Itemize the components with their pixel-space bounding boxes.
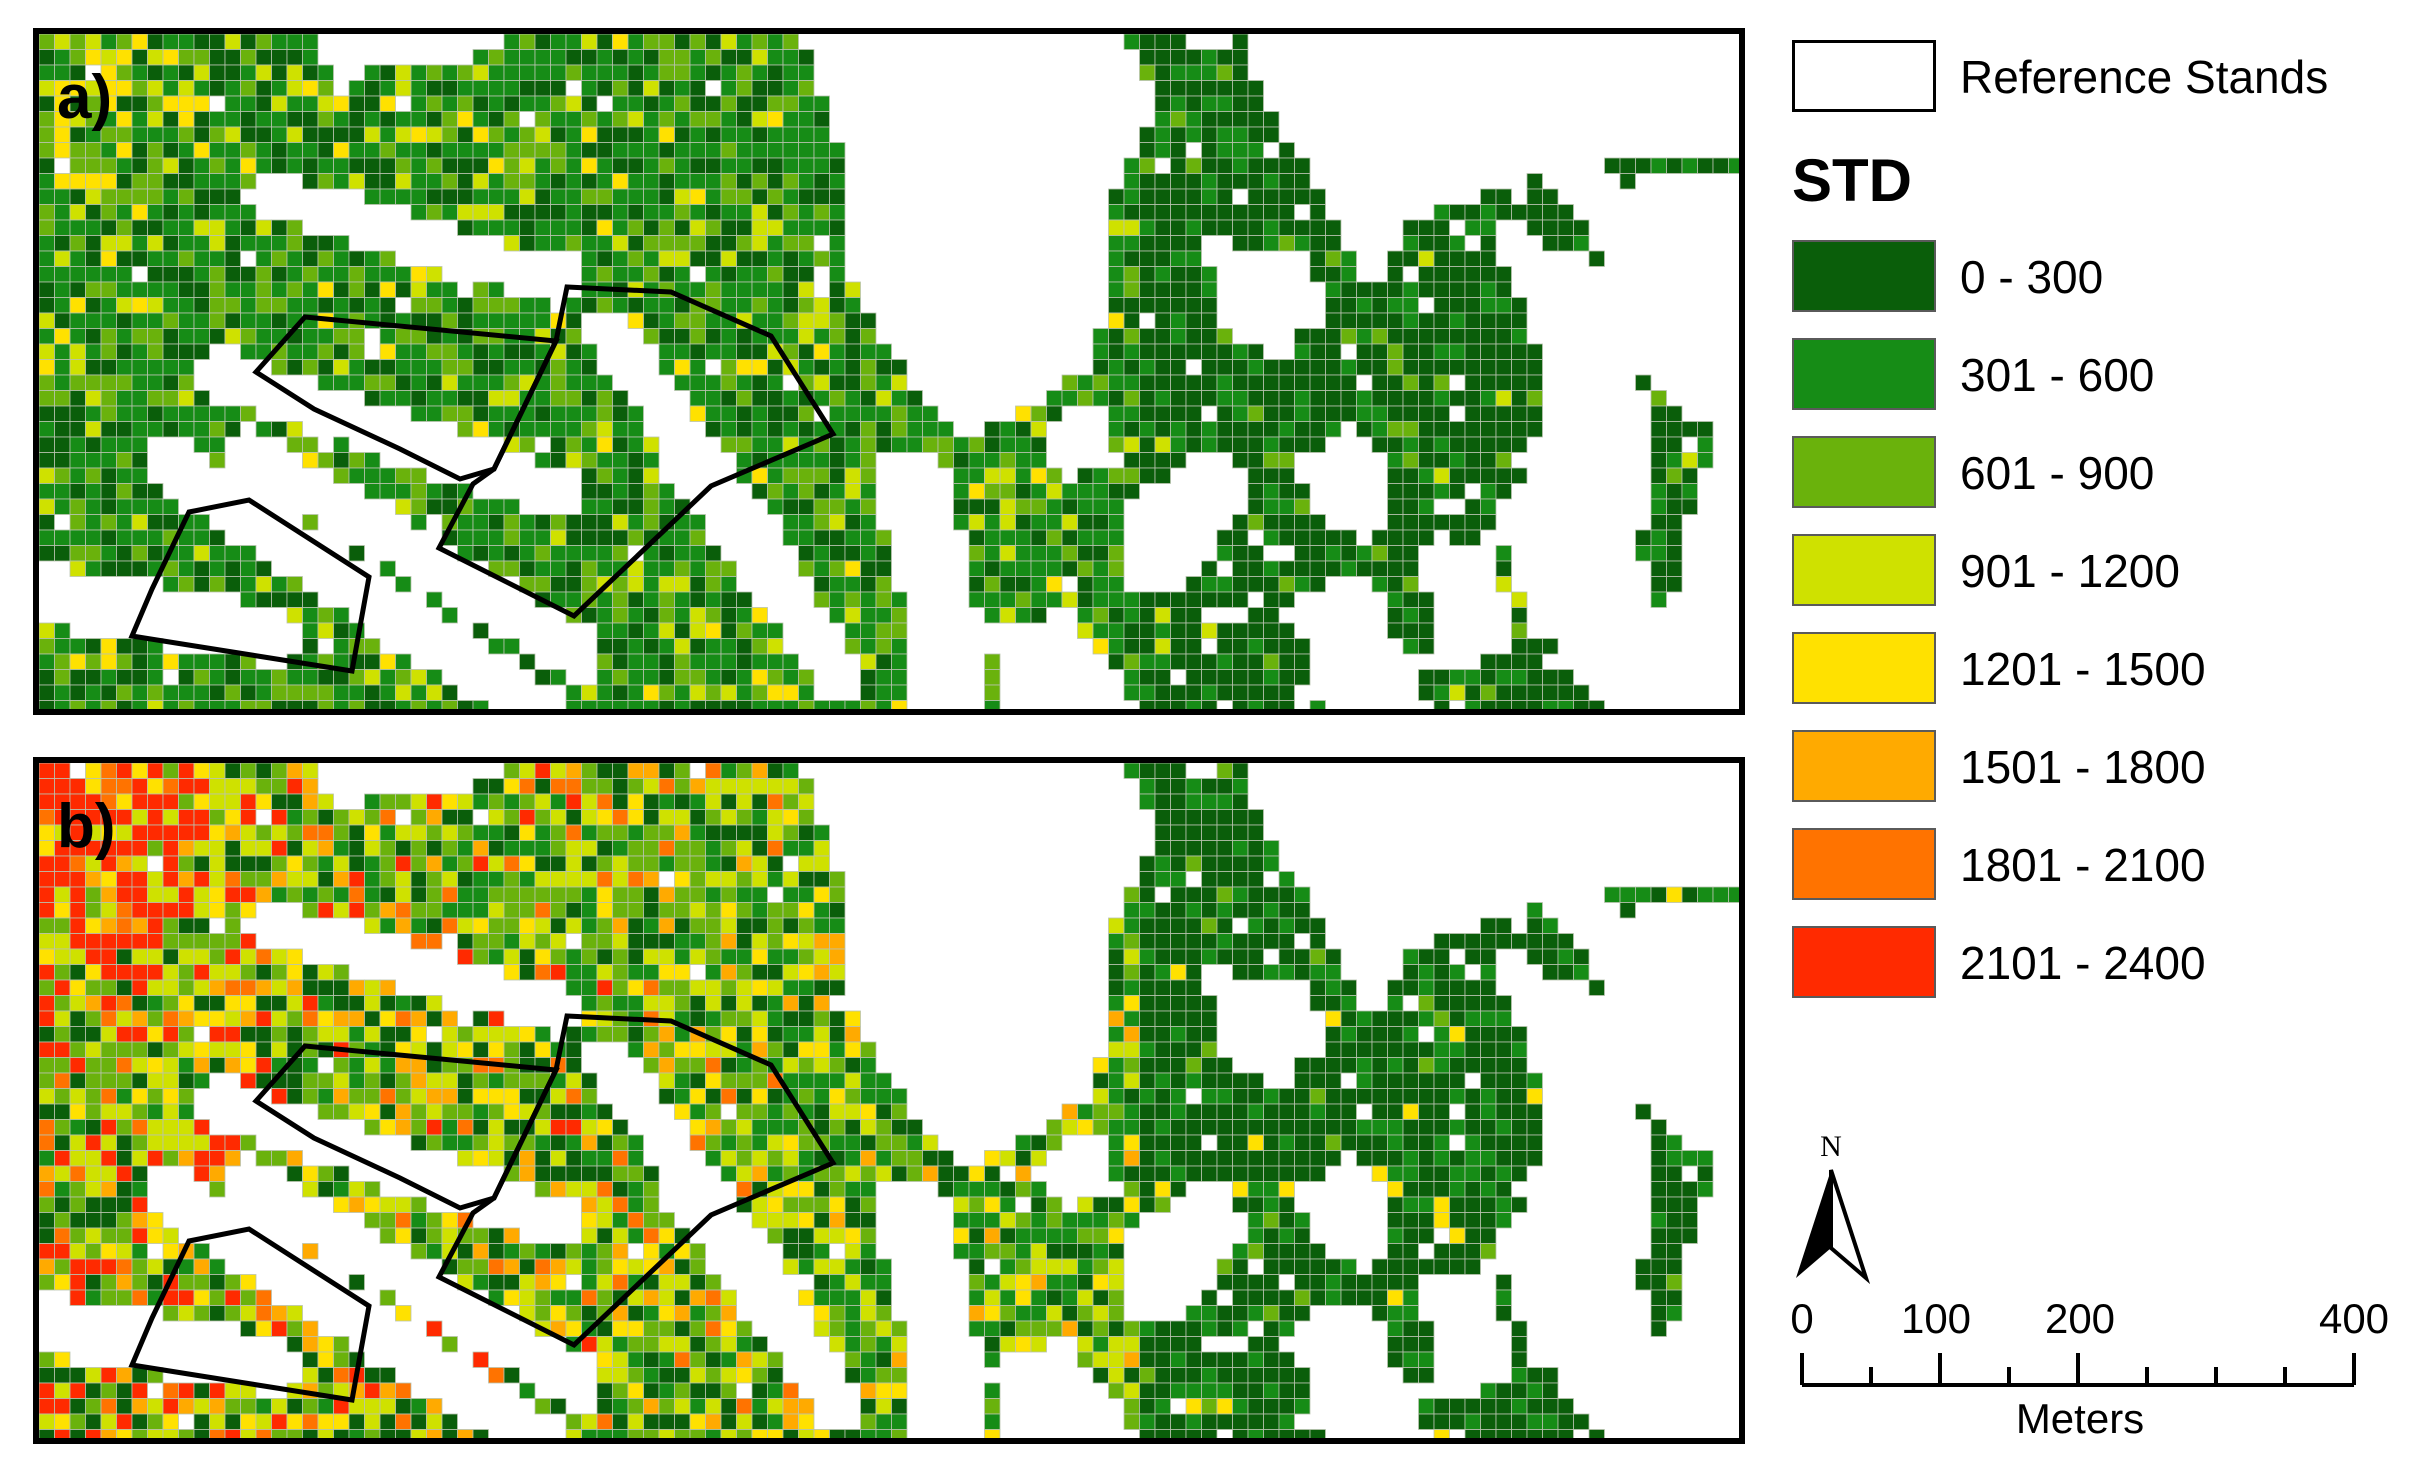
- raster-cell: [519, 436, 536, 453]
- raster-cell: [1495, 483, 1512, 500]
- raster-cell: [1464, 529, 1481, 546]
- raster-cell: [1511, 436, 1528, 453]
- raster-cell: [1046, 405, 1063, 422]
- raster-cell: [209, 452, 226, 469]
- raster-cell: [348, 545, 365, 562]
- raster-cell: [1511, 467, 1528, 484]
- raster-cell: [1325, 421, 1342, 438]
- raster-cell: [1418, 529, 1435, 546]
- raster-cell: [1123, 483, 1140, 500]
- raster-cell: [302, 514, 319, 531]
- raster-cell: [1526, 421, 1543, 438]
- raster-cell: [1449, 483, 1466, 500]
- raster-cell: [224, 421, 241, 438]
- raster-cell: [1263, 126, 1280, 143]
- raster-cell: [1480, 514, 1497, 531]
- reference-stand-polygon: [252, 314, 560, 482]
- raster-grid-a: [39, 34, 1739, 709]
- raster-cell: [1635, 374, 1652, 391]
- raster-cell: [1728, 157, 1739, 174]
- raster-cell: [410, 514, 427, 531]
- raster-cell: [1588, 250, 1605, 267]
- raster-cell: [1681, 498, 1698, 515]
- raster-cell: [1154, 467, 1171, 484]
- raster-cell: [240, 405, 257, 422]
- raster-cell: [1573, 235, 1590, 252]
- raster-cell: [193, 343, 210, 360]
- map-panel-b: b): [33, 757, 1745, 1444]
- reference-stand-polygon: [128, 497, 372, 674]
- raster-cell: [379, 560, 396, 577]
- panel-label-a: a): [57, 63, 113, 132]
- map-panel-a: a): [33, 28, 1745, 715]
- raster-cell: [1619, 173, 1636, 190]
- raster-cell: [240, 173, 257, 190]
- raster-cell: [1697, 452, 1714, 469]
- raster-cell: [1309, 436, 1326, 453]
- raster-cell: [1170, 452, 1187, 469]
- reference-stands-a: [128, 284, 837, 674]
